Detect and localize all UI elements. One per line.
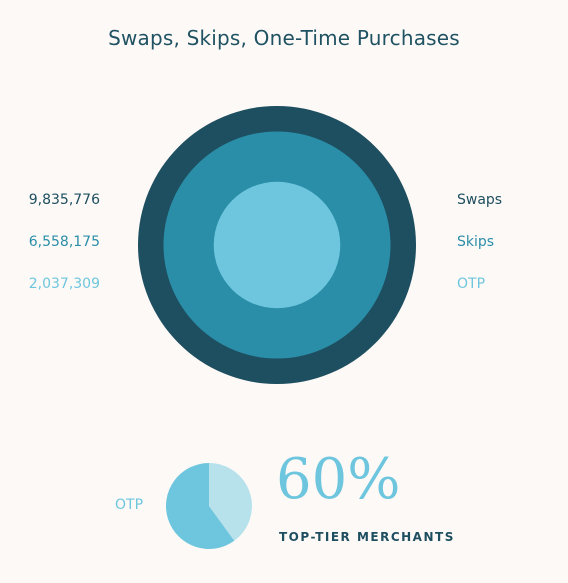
swaps-value: 9,835,776	[28, 192, 100, 208]
chart-title: Swaps, Skips, One-Time Purchases	[108, 26, 460, 50]
skips-label: Skips	[457, 234, 495, 250]
pie-otp-label: OTP	[115, 497, 144, 513]
circle-otp	[213, 181, 341, 309]
otp-value: 2,037,309	[28, 276, 100, 292]
pie-slice-otp	[165, 463, 235, 549]
pie-slice-other	[209, 463, 252, 541]
percent-caption: TOP-TIER MERCHANTS	[279, 530, 455, 544]
otp-label: OTP	[457, 276, 486, 292]
nested-circles-chart	[138, 106, 416, 384]
swaps-label: Swaps	[457, 192, 503, 208]
percent-headline: 60%	[276, 447, 401, 512]
otp-pie-chart	[165, 463, 252, 549]
skips-value: 6,558,175	[28, 234, 100, 250]
